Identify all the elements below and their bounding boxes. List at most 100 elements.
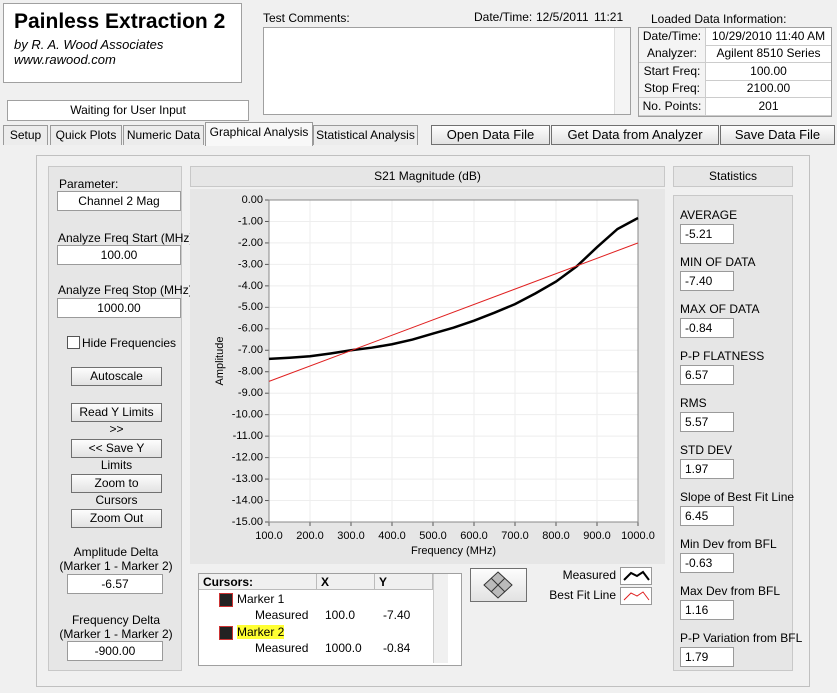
tab[interactable]: Setup <box>3 125 48 145</box>
scrollbar[interactable] <box>433 574 448 663</box>
y-tick-label: -10.00 <box>232 409 263 421</box>
y-tick-label: -12.00 <box>232 452 263 464</box>
stop-input[interactable]: 1000.00 <box>57 298 181 318</box>
checkbox[interactable] <box>67 336 80 349</box>
y-tick-label: -8.00 <box>238 366 263 378</box>
x-tick-label: 200.0 <box>296 530 324 542</box>
loaded-info-title: Loaded Data Information: <box>651 12 787 26</box>
stat-label: P-P FLATNESS <box>680 349 765 363</box>
x-tick-label: 500.0 <box>419 530 447 542</box>
marker-name[interactable]: Marker 2 <box>237 625 285 639</box>
info-label: Date/Time: <box>639 28 706 46</box>
y-tick-label: -11.00 <box>233 430 263 442</box>
stat-label: Slope of Best Fit Line <box>680 490 795 504</box>
marker-x: 1000.0 <box>325 641 362 655</box>
stat-value: 5.57 <box>680 412 734 432</box>
stat-label: RMS <box>680 396 707 410</box>
tab[interactable]: Graphical Analysis <box>205 122 313 146</box>
start-label: Analyze Freq Start (MHz) <box>58 231 194 245</box>
x-tick-label: 1000.0 <box>621 530 655 542</box>
stop-label: Analyze Freq Stop (MHz) <box>58 283 193 297</box>
y-tick-label: -1.00 <box>238 215 263 227</box>
file-button[interactable]: Open Data File <box>431 125 550 145</box>
stat-value: 1.79 <box>680 647 734 667</box>
file-button[interactable]: Get Data from Analyzer <box>551 125 719 145</box>
y-tick-label: -5.00 <box>238 301 263 313</box>
legend-swatch <box>620 567 652 585</box>
info-value: 10/29/2010 11:40 AM <box>706 28 831 46</box>
comments-textarea[interactable] <box>263 27 631 115</box>
control-button[interactable]: << Save Y Limits <box>71 439 162 472</box>
series-line <box>268 242 639 382</box>
marker-icon <box>219 626 233 640</box>
stat-label: Max Dev from BFL <box>680 584 781 598</box>
legend-line <box>623 570 650 581</box>
x-tick-label: 900.0 <box>583 530 611 542</box>
legend: Measured Best Fit Line <box>548 565 656 607</box>
info-value: 2100.00 <box>706 80 831 99</box>
marker-plot: Measured <box>255 641 309 655</box>
freq-delta-label: Frequency Delta (Marker 1 - Marker 2) <box>59 613 173 641</box>
stat-value: -5.21 <box>680 224 734 244</box>
file-button[interactable]: Save Data File <box>720 125 835 145</box>
tab[interactable]: Statistical Analysis <box>313 125 418 145</box>
control-button[interactable]: Zoom Out <box>71 509 162 528</box>
control-button[interactable]: Zoom to Cursors <box>71 474 162 507</box>
marker-y: -0.84 <box>383 641 411 655</box>
stat-label: MIN OF DATA <box>680 255 756 269</box>
info-value: 100.00 <box>706 63 831 81</box>
date-value: 12/5/2011 <box>536 10 589 24</box>
cursor-header: Cursors: <box>199 574 317 590</box>
app-subtitle: by R. A. Wood Associates <box>14 37 164 52</box>
tab[interactable]: Numeric Data <box>123 125 204 145</box>
app-title: Painless Extraction 2 <box>14 10 226 33</box>
tab[interactable]: Quick Plots <box>50 125 122 145</box>
marker-name[interactable]: Marker 1 <box>237 592 285 606</box>
control-button[interactable]: Read Y Limits >> <box>71 403 162 436</box>
legend-line <box>623 591 650 601</box>
x-tick-label: 400.0 <box>378 530 406 542</box>
stat-value: 1.97 <box>680 459 734 479</box>
x-axis-label: Frequency (MHz) <box>411 545 496 557</box>
info-label: Analyzer: <box>639 45 706 64</box>
chart-header: S21 Magnitude (dB) <box>190 166 665 187</box>
stat-value: 6.57 <box>680 365 734 385</box>
stat-value: -7.40 <box>680 271 734 291</box>
stats-title: Statistics <box>708 169 757 183</box>
legend-label: Best Fit Line <box>549 588 616 602</box>
checkbox-label[interactable]: Hide Frequencies <box>82 336 177 350</box>
amp-delta-value: -6.57 <box>67 574 163 594</box>
y-tick-label: -4.00 <box>238 280 263 292</box>
y-tick-label: 0.00 <box>242 194 263 206</box>
app-url: www.rawood.com <box>14 52 116 67</box>
y-tick-label: -6.00 <box>238 323 263 335</box>
stat-label: Min Dev from BFL <box>680 537 777 551</box>
cursor-nav-button[interactable] <box>470 568 527 602</box>
control-button[interactable]: Autoscale <box>71 367 162 386</box>
x-tick-label: 300.0 <box>337 530 365 542</box>
x-tick-label: 700.0 <box>501 530 529 542</box>
stat-value: 1.16 <box>680 600 734 620</box>
chart-title: S21 Magnitude (dB) <box>374 169 481 183</box>
title-box: Painless Extraction 2 by R. A. Wood Asso… <box>3 3 242 83</box>
chart: 0.00 -1.00 -2.00 -3.00 -4.00 -5.00 -6.00 -7.00 -… <box>190 189 665 564</box>
y-tick-label: -9.00 <box>238 387 263 399</box>
stats-header: Statistics <box>673 166 793 187</box>
time-value: 11:21 <box>594 10 624 24</box>
plot-frame <box>268 199 639 523</box>
parameter-select[interactable]: Channel 2 Mag <box>57 191 181 211</box>
legend-label: Measured <box>562 568 616 582</box>
comments-label: Test Comments: <box>263 11 350 25</box>
marker-plot: Measured <box>255 608 309 622</box>
cursor-header: X <box>317 574 375 590</box>
start-input[interactable]: 100.00 <box>57 245 181 265</box>
scrollbar[interactable] <box>614 28 630 114</box>
y-axis-label: Amplitude <box>214 337 226 386</box>
stat-label: AVERAGE <box>680 208 738 222</box>
freq-delta-value: -900.00 <box>67 641 163 661</box>
marker-icon <box>219 593 233 607</box>
cursor-header: Y <box>375 574 433 590</box>
y-tick-label: -3.00 <box>238 258 263 270</box>
info-value: 201 <box>706 98 831 116</box>
